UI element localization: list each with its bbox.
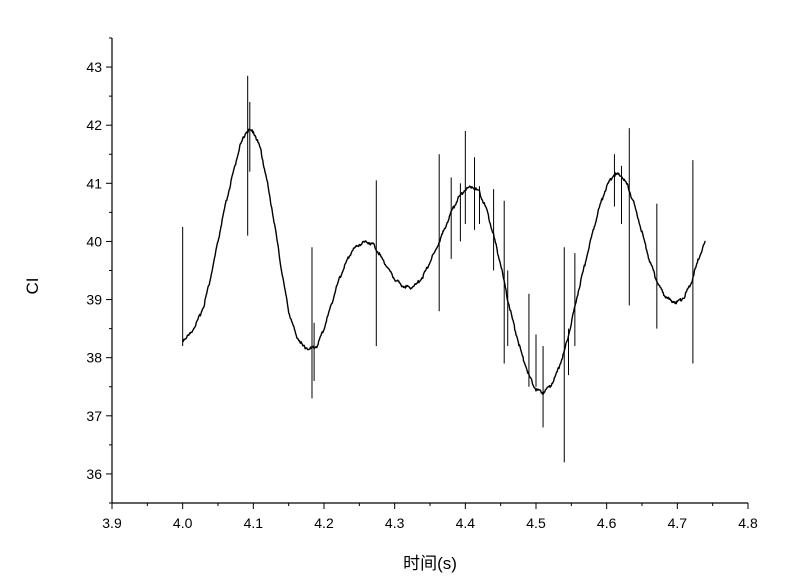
y-tick-label: 36 [86,466,102,482]
y-tick-label: 42 [86,117,102,133]
x-tick-label: 4.8 [738,515,758,531]
x-tick-label: 4.5 [526,515,546,531]
x-tick-label: 4.0 [173,515,193,531]
plot-area [182,75,706,463]
y-tick-label: 38 [86,350,102,366]
y-axis-title: CI [23,278,42,295]
x-tick-label: 4.1 [244,515,264,531]
x-tick-label: 4.4 [456,515,476,531]
x-tick-label: 3.9 [102,515,122,531]
x-tick-label: 4.7 [668,515,688,531]
x-tick-label: 4.2 [314,515,334,531]
y-tick-label: 41 [86,175,102,191]
x-tick-label: 4.6 [597,515,617,531]
y-tick-label: 43 [86,59,102,75]
y-tick-label: 40 [86,233,102,249]
x-axis-title: 时间(s) [403,554,457,573]
y-tick-label: 39 [86,292,102,308]
series-line [182,128,706,395]
chart-axes: 3.9 4.0 4.1 4.2 4.3 4.4 4.5 4.6 4.7 4.8 36 37 38 39 40… [86,37,758,531]
y-tick-label: 37 [86,408,102,424]
x-tick-label: 4.3 [385,515,405,531]
